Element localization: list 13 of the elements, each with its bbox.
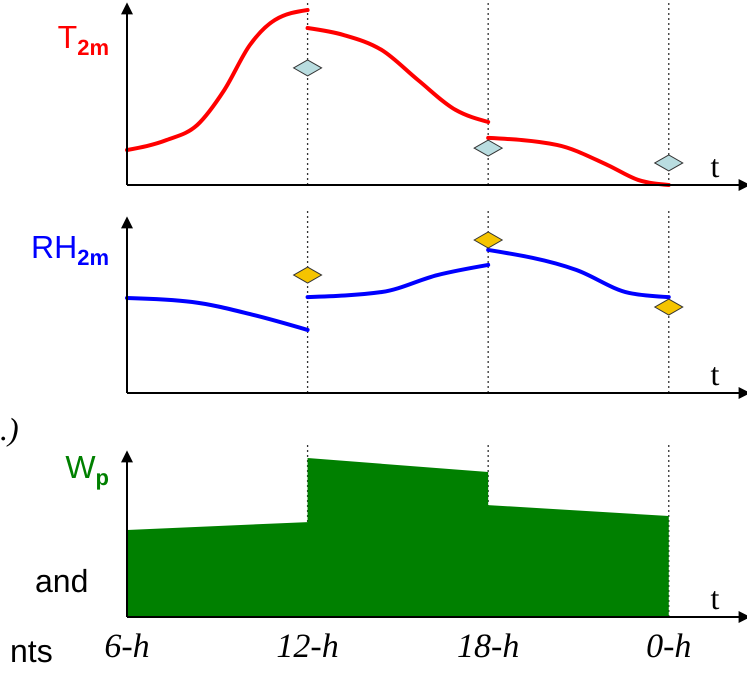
- x-tick-label: 12-h: [276, 628, 339, 665]
- y-axis-title: W$_{p}$: [65, 449, 109, 490]
- text: .): [0, 411, 19, 447]
- y-axis-title: T$_{2m}$: [58, 19, 109, 60]
- x-axis-title: t: [710, 356, 720, 392]
- x-tick-label: 0-h: [646, 628, 692, 665]
- x-tick-label: 6-h: [104, 628, 150, 665]
- x-tick-label: 18-h: [457, 628, 520, 665]
- y-axis-title: RH$_{2m}$: [30, 229, 109, 270]
- text: nts: [10, 633, 53, 669]
- text: and: [35, 563, 88, 599]
- x-axis-title: t: [710, 580, 720, 616]
- x-axis-title: t: [710, 148, 720, 184]
